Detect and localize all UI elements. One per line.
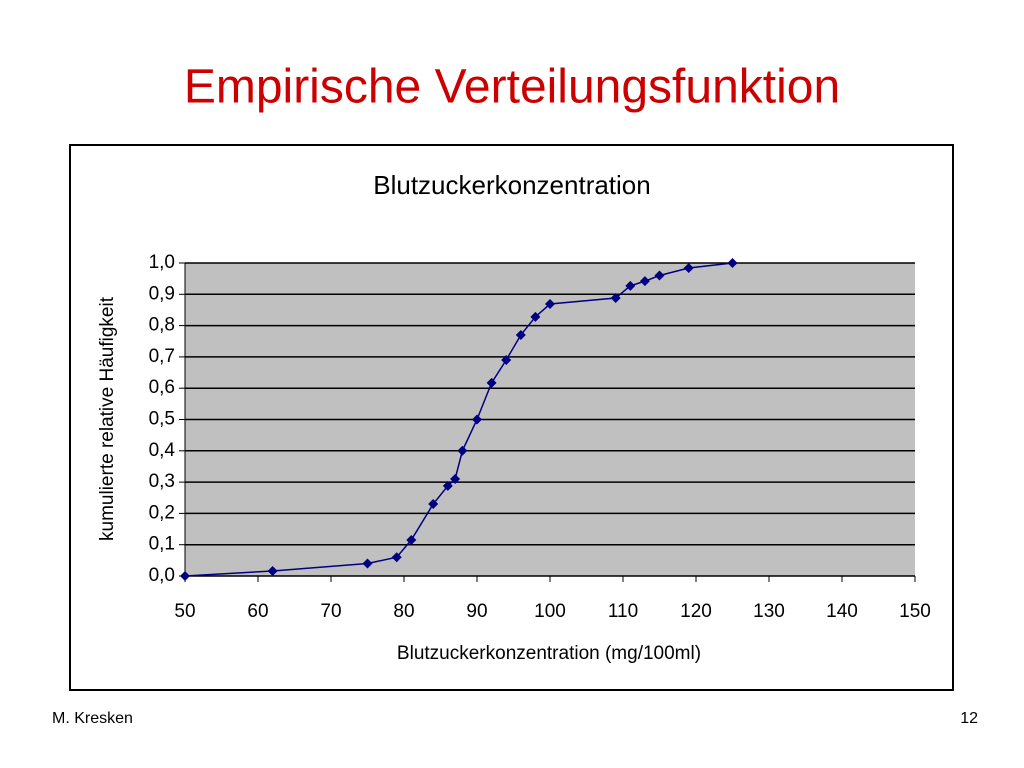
- x-tick-label: 60: [247, 601, 268, 622]
- y-tick-label: 0,9: [149, 283, 175, 304]
- data-point: [515, 329, 526, 340]
- data-point: [362, 558, 373, 569]
- slide-number: 12: [960, 710, 978, 727]
- y-tick-label: 0,8: [149, 315, 175, 336]
- y-axis-title: kumulierte relative Häufigkeit: [97, 296, 118, 541]
- data-point: [267, 565, 278, 576]
- data-point: [683, 263, 694, 274]
- x-tick-label: 150: [899, 601, 931, 622]
- y-tick-label: 0,6: [149, 377, 175, 398]
- chart-title: Blutzuckerkonzentration: [373, 170, 650, 200]
- data-point: [545, 299, 555, 310]
- data-point: [501, 355, 512, 366]
- data-point: [610, 293, 621, 304]
- data-point: [654, 270, 665, 281]
- slide-author: M. Kresken: [52, 710, 133, 727]
- y-tick-label: 0,4: [149, 440, 176, 461]
- slide-title: Empirische Verteilungsfunktion: [184, 61, 840, 114]
- data-point: [406, 535, 417, 546]
- data-point: [472, 414, 482, 425]
- x-tick-label: 130: [753, 601, 785, 622]
- data-point: [180, 571, 190, 581]
- y-tick-label: 0,7: [149, 346, 175, 367]
- y-tick-label: 0,2: [149, 502, 175, 523]
- y-tick-label: 0,5: [149, 409, 175, 430]
- data-point: [450, 473, 461, 484]
- y-tick-label: 0,3: [149, 471, 175, 492]
- data-point: [457, 445, 468, 456]
- x-tick-label: 50: [174, 601, 195, 622]
- data-point: [727, 258, 738, 268]
- x-axis-title: Blutzuckerkonzentration (mg/100ml): [397, 643, 701, 664]
- x-tick-label: 140: [826, 601, 858, 622]
- x-tick-label: 80: [393, 601, 414, 622]
- data-point: [486, 377, 497, 388]
- data-point: [391, 552, 402, 563]
- data-point: [639, 276, 650, 287]
- x-tick-label: 110: [608, 601, 638, 622]
- x-tick-label: 120: [680, 601, 712, 622]
- y-tick-label: 0,1: [149, 534, 175, 555]
- x-tick-label: 90: [466, 601, 487, 622]
- data-point: [428, 499, 439, 510]
- data-point: [442, 480, 453, 491]
- y-tick-label: 1,0: [149, 252, 175, 273]
- x-tick-label: 70: [320, 601, 341, 622]
- data-point: [530, 311, 541, 322]
- data-point: [625, 280, 636, 291]
- y-tick-label: 0,0: [149, 565, 175, 586]
- x-tick-label: 100: [534, 601, 566, 622]
